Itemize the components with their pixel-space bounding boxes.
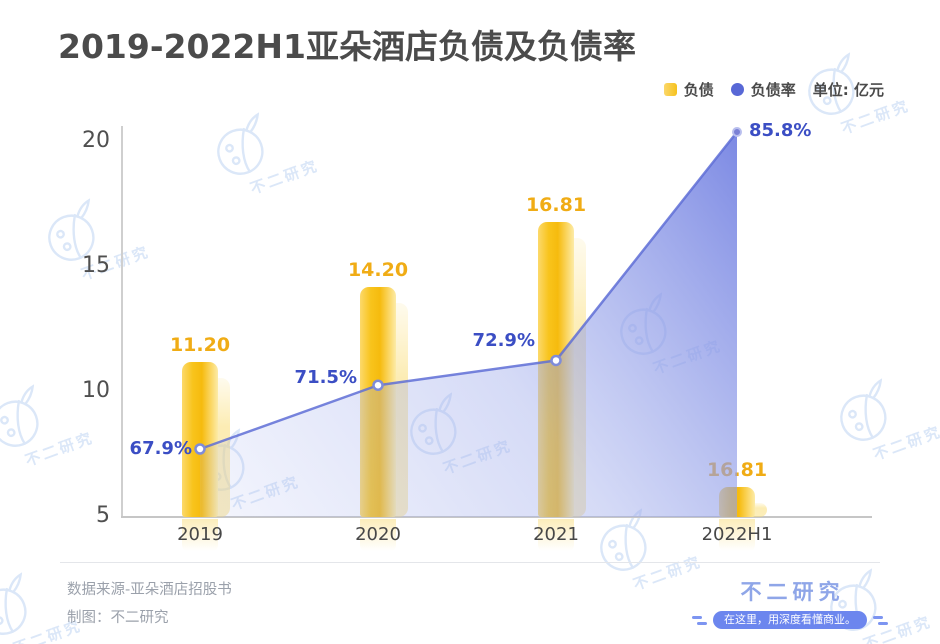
bar-reflection bbox=[182, 519, 218, 551]
bar-reflection bbox=[360, 519, 396, 551]
legend-item-ratio: 负债率 bbox=[730, 79, 796, 100]
y-axis-line bbox=[121, 126, 123, 518]
brand-watermark: 不二研究 bbox=[35, 184, 153, 293]
debt-swatch-icon bbox=[663, 83, 677, 96]
fishbone-logo-icon bbox=[0, 384, 39, 447]
brand-footer: 不二研究 在这里，用深度看懂商业。 bbox=[692, 576, 888, 629]
debt-value-label: 11.20 bbox=[169, 334, 231, 356]
unit-label: 单位: 亿元 bbox=[812, 81, 884, 99]
chart-credit-note: 制图：不二研究 bbox=[67, 610, 169, 626]
brand-slogan-badge: 在这里，用深度看懂商业。 bbox=[713, 611, 867, 629]
brand-watermark: 不二研究 bbox=[0, 558, 85, 644]
ratio-legend-label: 负债率 bbox=[750, 81, 796, 99]
brand-watermark: 不二研究 bbox=[795, 38, 913, 147]
brand-watermark: 不二研究 bbox=[827, 364, 940, 473]
debt-value-label: 14.20 bbox=[347, 259, 409, 281]
y-axis-tick-label: 5 bbox=[96, 503, 110, 528]
chart-legend: 负债 负债率 单位: 亿元 bbox=[663, 79, 884, 100]
footer-divider bbox=[60, 562, 880, 563]
fishbone-logo-icon bbox=[840, 378, 887, 441]
x-axis-category-label: 2019 bbox=[177, 524, 223, 545]
debt-bar bbox=[719, 487, 755, 517]
debt-bar bbox=[182, 362, 218, 517]
brand-logotype: 不二研究 bbox=[740, 580, 845, 604]
data-source-note: 数据来源-亚朵酒店招股书 bbox=[67, 582, 232, 598]
fishbone-logo-icon bbox=[808, 52, 855, 115]
y-axis-tick-label: 10 bbox=[82, 378, 110, 403]
debt-bar bbox=[360, 287, 396, 517]
bar-reflection bbox=[538, 519, 574, 551]
pill-decoration-left-icon bbox=[692, 615, 707, 625]
x-axis-line bbox=[121, 516, 872, 518]
brand-watermark: 不二研究 bbox=[0, 370, 97, 479]
x-axis-category-label: 2022H1 bbox=[701, 524, 773, 545]
fishbone-logo-icon bbox=[0, 572, 27, 635]
y-axis-tick-label: 15 bbox=[82, 253, 110, 278]
bar-reflection bbox=[719, 519, 755, 551]
x-axis-category-label: 2020 bbox=[355, 524, 401, 545]
debt-bar bbox=[538, 221, 574, 517]
ratio-swatch-icon bbox=[730, 83, 744, 96]
fishbone-logo-icon bbox=[48, 198, 95, 261]
y-axis-tick-label: 20 bbox=[82, 128, 110, 153]
debt-legend-label: 负债 bbox=[683, 81, 714, 99]
x-axis-category-label: 2021 bbox=[533, 524, 579, 545]
legend-item-debt: 负债 bbox=[663, 79, 714, 100]
slogan-pill-row: 在这里，用深度看懂商业。 bbox=[692, 611, 888, 629]
pill-decoration-right-icon bbox=[873, 615, 888, 625]
debt-value-label: 16.81 bbox=[706, 459, 768, 481]
debt-value-label: 16.81 bbox=[525, 193, 587, 216]
page-title: 2019-2022H1亚朵酒店负债及负债率 bbox=[58, 27, 636, 66]
